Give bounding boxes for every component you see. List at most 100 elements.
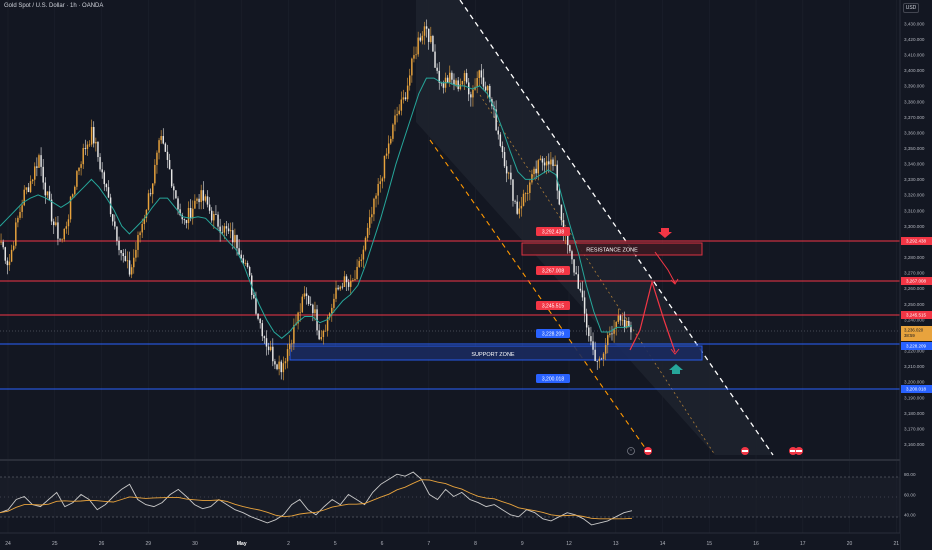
price-tick-label: 3,170.000 (904, 426, 925, 431)
event-clock-icon[interactable] (627, 447, 635, 455)
level-tag-r2[interactable]: 3,267.008 (536, 266, 570, 275)
candle-body (164, 143, 167, 152)
candle-body (288, 343, 291, 350)
candle-body (286, 349, 289, 362)
candle-body (630, 327, 632, 333)
candle-body (430, 36, 432, 42)
candle-body (198, 198, 200, 203)
time-axis[interactable] (0, 533, 900, 550)
candle-body (139, 232, 141, 236)
candle-body (225, 226, 228, 229)
price-tick-label: 3,420.000 (904, 37, 925, 42)
candle-body (2, 241, 4, 248)
candle-body (514, 200, 516, 202)
candle-body (59, 238, 61, 240)
candle-body (457, 80, 459, 90)
candle-body (253, 294, 255, 299)
candle-body (255, 298, 257, 314)
time-tick-label: 30 (192, 541, 198, 547)
candle-body (280, 361, 282, 373)
candle-body (529, 182, 531, 193)
level-tag-s2-text: 3,200.018 (542, 377, 564, 383)
time-tick-label: 13 (613, 541, 619, 547)
candle-body (543, 162, 546, 166)
candle-body (74, 186, 76, 195)
candle-body (373, 198, 375, 215)
axis-tag-r1: 3,292.438 (901, 237, 932, 245)
candle-body (588, 327, 590, 337)
candle-body (411, 58, 413, 76)
candle-body (352, 280, 354, 281)
candle-body (269, 346, 272, 351)
candle-body (158, 140, 160, 153)
channel-fill (416, 0, 773, 455)
candle-body (453, 79, 455, 86)
channel-lower-line (429, 139, 651, 456)
candle-body (29, 181, 32, 193)
candle-body (619, 315, 622, 321)
candle-body (455, 80, 457, 86)
candle-body (4, 247, 7, 261)
candle-body (476, 78, 478, 87)
candle-body (111, 214, 114, 222)
arrow-down-icon[interactable] (658, 228, 672, 238)
resistance-zone-box[interactable] (521, 242, 703, 256)
time-ticks: 24 25 26 29 30 May 2 5 6 7 8 9 12 13 14 15 16 17 20 21 (5, 541, 899, 547)
candle-body (318, 330, 320, 340)
rsi-tick-label: 40.00 (904, 513, 916, 518)
candle-body (535, 168, 537, 174)
axis-tag-current: 3,236.020 38:59 (901, 326, 932, 341)
candle-body (21, 205, 23, 212)
level-tag-r1[interactable]: 3,292.438 (536, 227, 570, 236)
price-tick-label: 3,330.000 (904, 177, 925, 182)
candle-body (326, 317, 329, 331)
candle-body (333, 298, 335, 308)
projection-path (629, 279, 676, 353)
currency-button[interactable]: USD (903, 3, 919, 13)
price-tick-label: 3,220.000 (904, 349, 925, 354)
level-tag-s1[interactable]: 3,228.209 (536, 329, 570, 338)
candle-body (404, 97, 407, 100)
event-flag-icon-4[interactable] (795, 447, 803, 455)
candle-body (183, 219, 186, 221)
candle-body (15, 222, 17, 246)
candle-body (109, 197, 112, 215)
candle-body (206, 196, 209, 205)
candle-body (293, 325, 295, 344)
level-tag-s2[interactable]: 3,200.018 (536, 374, 570, 383)
price-tick-label: 3,260.000 (904, 286, 925, 291)
event-flag-icon-3[interactable] (789, 447, 797, 455)
candle-body (383, 155, 386, 179)
axis-tag-countdown: 38:59 (904, 333, 915, 338)
support-zone-box[interactable] (289, 345, 703, 361)
arrow-up-icon[interactable] (669, 364, 683, 374)
candle-body (90, 126, 93, 145)
candle-body (267, 346, 270, 351)
candle-body (604, 345, 607, 354)
candle-body (362, 249, 365, 260)
candle-body (505, 166, 508, 174)
price-axis[interactable] (900, 0, 932, 550)
rsi-band (0, 477, 900, 517)
candle-body (548, 161, 550, 165)
price-tick-label: 3,300.000 (904, 224, 925, 229)
event-flag-icon-2[interactable] (741, 447, 749, 455)
axis-tag-s2: 3,200.018 (901, 385, 932, 393)
candle-body (248, 267, 251, 276)
candle-body (360, 259, 363, 261)
candle-body (573, 259, 575, 273)
rsi-tick-label: 80.00 (904, 472, 916, 477)
candle-body (143, 218, 146, 224)
candle-body (545, 161, 548, 166)
candle-body (297, 312, 299, 324)
level-tag-r3[interactable]: 3,245.515 (536, 301, 570, 310)
event-flag-icon-1[interactable] (644, 447, 652, 455)
time-tick-label: 24 (5, 541, 11, 547)
price-tick-label: 3,310.000 (904, 208, 925, 213)
candle-body (581, 290, 584, 298)
candle-body (396, 114, 398, 116)
candle-body (284, 361, 287, 364)
candle-body (358, 260, 360, 267)
